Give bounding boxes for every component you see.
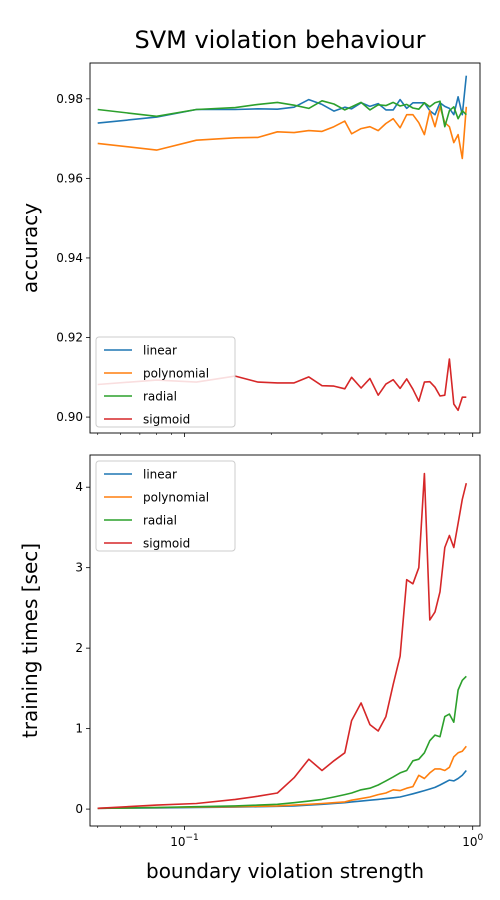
accuracy-y-tick-label-0-90: 0.90 [56, 410, 83, 424]
x-axis-label: boundary violation strength [146, 859, 424, 883]
training-times-series-line-polynomial [97, 745, 467, 810]
x-tick-label-10-1: 10−1 [170, 833, 199, 849]
accuracy-series-line-radial [97, 100, 467, 128]
accuracy-axes-frame [89, 62, 481, 434]
accuracy-series-line-sigmoid [97, 358, 467, 412]
training-times-series-line-radial [97, 675, 467, 810]
training-times-y-axis-label: training times [sec] [18, 543, 42, 738]
accuracy-legend-box [95, 336, 236, 428]
training-times-legend-label-polynomial: polynomial [143, 491, 209, 505]
accuracy-legend-label-polynomial: polynomial [143, 367, 209, 381]
accuracy-series-line-linear [97, 75, 468, 124]
accuracy-legend-label-radial: radial [143, 390, 177, 404]
training-times-series-line-sigmoid [97, 472, 468, 810]
training-times-legend-label-radial: radial [143, 514, 177, 528]
training-times-legend-label-sigmoid: sigmoid [143, 537, 190, 551]
accuracy-y-axis-label: accuracy [18, 203, 42, 293]
accuracy-y-tick-label-0-98: 0.98 [56, 92, 83, 106]
accuracy-series-line-polynomial [97, 106, 468, 160]
training-times-y-tick-label-1: 1 [75, 722, 83, 736]
training-times-legend-label-linear: linear [143, 468, 177, 482]
training-times-y-tick-label-0: 0 [75, 802, 83, 816]
training-times-y-tick-label-2: 2 [75, 641, 83, 655]
training-times-y-tick-label-3: 3 [75, 561, 83, 575]
training-times-axes-frame [89, 454, 481, 827]
accuracy-legend-label-linear: linear [143, 344, 177, 358]
training-times-y-tick-label-4: 4 [75, 480, 83, 494]
training-times-legend-box [95, 460, 236, 552]
accuracy-y-tick-label-0-94: 0.94 [56, 251, 83, 265]
chart-title: SVM violation behaviour [134, 26, 425, 54]
x-tick-label-10-0: 100 [462, 833, 483, 849]
accuracy-y-tick-label-0-96: 0.96 [56, 171, 83, 185]
accuracy-legend-label-sigmoid: sigmoid [143, 413, 190, 427]
accuracy-y-tick-label-0-92: 0.92 [56, 331, 83, 345]
accuracy-subplot: 0.90 0.92 0.94 0.96 0.98 accuracy linear polyno… [18, 62, 481, 437]
training-times-subplot: 10−1 100 0 1 2 3 4 training times [sec] linear po… [18, 454, 483, 849]
